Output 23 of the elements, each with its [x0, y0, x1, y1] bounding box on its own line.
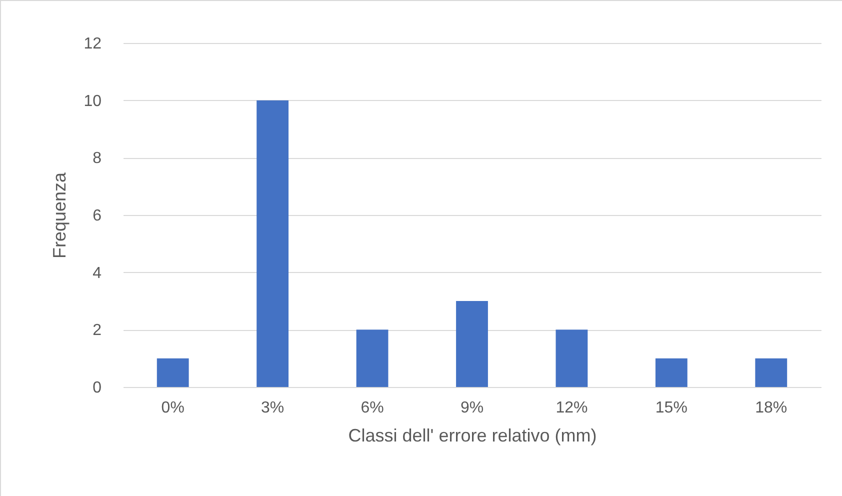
bar: [156, 358, 189, 387]
x-axis-title: Classi dell' errore relativo (mm): [348, 426, 597, 446]
x-tick-label: 12%: [556, 400, 588, 416]
y-tick-label: 2: [92, 322, 102, 340]
x-tick-label: 18%: [755, 400, 788, 416]
y-tick-label: 8: [92, 150, 102, 168]
x-tick-label: 15%: [655, 400, 688, 416]
x-tick-label: 9%: [460, 400, 484, 416]
y-tick-label: 12: [84, 36, 102, 52]
bar: [556, 330, 588, 387]
bar: [755, 358, 788, 387]
y-tick-label: 0: [92, 380, 102, 396]
y-tick-label: 4: [92, 264, 102, 282]
y-tick-label: 10: [84, 92, 102, 110]
y-tick-label: 6: [92, 208, 102, 224]
y-axis-title: Frequenza: [50, 171, 70, 259]
x-tick-label: 3%: [261, 400, 284, 416]
bar: [356, 330, 388, 387]
bar: [655, 358, 688, 387]
x-tick-label: 0%: [161, 400, 184, 416]
bar: [256, 100, 289, 387]
x-tick-label: 6%: [360, 400, 384, 416]
bar: [456, 301, 488, 387]
